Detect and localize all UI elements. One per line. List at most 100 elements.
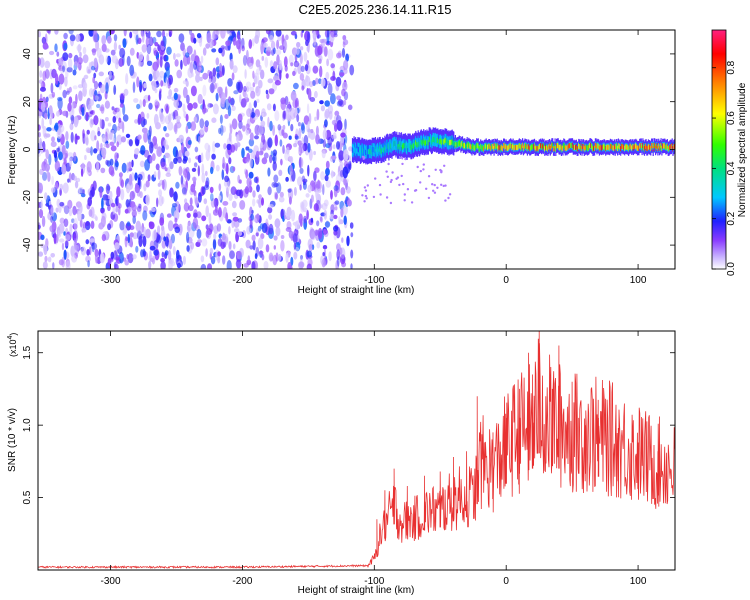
noise-blob — [182, 86, 188, 99]
noise-blob — [325, 160, 330, 169]
noise-blob — [54, 30, 59, 35]
noise-blob — [336, 243, 341, 251]
signal-cell-core — [413, 142, 415, 148]
signal-cell-core — [382, 147, 384, 153]
noise-blob — [342, 41, 346, 48]
noise-blob — [151, 153, 156, 162]
noise-blob — [69, 223, 73, 235]
noise-blob — [340, 132, 346, 138]
signal-cell-core — [653, 142, 655, 148]
noise-blob — [402, 182, 405, 186]
noise-blob — [330, 190, 333, 200]
signal-cell-core — [611, 143, 613, 150]
noise-blob — [207, 102, 210, 110]
noise-blob — [261, 222, 268, 234]
noise-blob — [133, 98, 139, 103]
noise-blob — [119, 47, 126, 59]
noise-blob — [67, 102, 72, 112]
noise-blob — [349, 64, 355, 76]
noise-blob — [158, 90, 162, 101]
noise-blob — [158, 189, 163, 197]
signal-cell-core — [535, 144, 537, 151]
noise-blob — [210, 198, 216, 208]
noise-blob — [69, 34, 76, 42]
signal-cell-core — [590, 143, 593, 149]
noise-blob — [75, 93, 78, 105]
signal-cell-core — [395, 143, 397, 149]
signal-cell-core — [483, 146, 485, 152]
noise-blob — [94, 252, 99, 264]
signal-cell-core — [427, 140, 429, 146]
noise-blob — [253, 100, 257, 108]
noise-blob — [50, 187, 56, 193]
noise-blob — [317, 227, 323, 240]
noise-blob — [159, 56, 163, 68]
noise-blob — [208, 78, 213, 83]
signal-cell-core — [624, 145, 626, 151]
noise-blob — [62, 89, 67, 99]
noise-blob — [170, 261, 176, 267]
noise-blob — [153, 249, 159, 256]
noise-blob — [82, 189, 85, 195]
noise-blob — [210, 193, 214, 202]
noise-blob — [433, 183, 436, 187]
noise-blob — [295, 47, 300, 56]
noise-blob — [228, 226, 231, 235]
noise-blob — [289, 156, 294, 163]
noise-blob — [65, 140, 70, 149]
noise-blob — [96, 47, 102, 59]
noise-blob — [118, 251, 124, 264]
noise-blob — [385, 170, 388, 173]
noise-blob — [205, 177, 210, 188]
noise-blob — [337, 99, 344, 106]
signal-cell-core — [567, 144, 569, 150]
noise-blob — [398, 183, 401, 187]
noise-blob — [107, 204, 111, 212]
signal-cell-core — [357, 146, 359, 152]
signal-cell-core — [647, 144, 649, 150]
noise-blob — [293, 60, 300, 68]
signal-cell-core — [494, 143, 496, 149]
noise-blob — [63, 218, 69, 227]
signal-cell-core — [355, 148, 357, 154]
signal-cell-core — [658, 143, 660, 149]
noise-blob — [50, 141, 57, 148]
noise-blob — [106, 35, 112, 44]
signal-cell-core — [624, 144, 627, 150]
signal-cell-core — [363, 148, 365, 154]
noise-blob — [178, 33, 185, 43]
noise-blob — [119, 92, 126, 100]
signal-cell-core — [577, 146, 579, 152]
noise-blob — [175, 181, 180, 189]
noise-blob — [216, 223, 222, 232]
noise-blob — [126, 55, 131, 67]
noise-blob — [214, 82, 217, 90]
noise-blob — [186, 94, 190, 105]
noise-blob — [64, 234, 71, 241]
noise-blob — [269, 35, 274, 43]
noise-blob — [244, 93, 248, 100]
noise-blob — [220, 92, 226, 105]
noise-blob — [226, 143, 232, 151]
noise-blob — [202, 99, 205, 110]
noise-blob — [331, 119, 338, 126]
signal-cell-core — [443, 139, 445, 145]
signal-cell-core — [386, 143, 388, 149]
noise-blob — [324, 100, 331, 107]
noise-blob — [200, 263, 207, 269]
noise-blob — [50, 253, 55, 258]
noise-blob — [333, 188, 338, 198]
noise-blob — [335, 259, 339, 269]
noise-blob — [387, 162, 390, 166]
noise-blob — [51, 175, 54, 185]
noise-blob — [160, 261, 166, 269]
signal-cell-core — [448, 141, 450, 147]
noise-blob — [134, 184, 141, 194]
x-tick-label: -200 — [232, 576, 252, 587]
noise-blob — [73, 233, 77, 241]
noise-blob — [338, 171, 342, 177]
signal-cell-core — [427, 140, 429, 146]
noise-blob — [101, 35, 107, 45]
noise-blob — [40, 234, 45, 241]
noise-blob — [114, 159, 119, 171]
